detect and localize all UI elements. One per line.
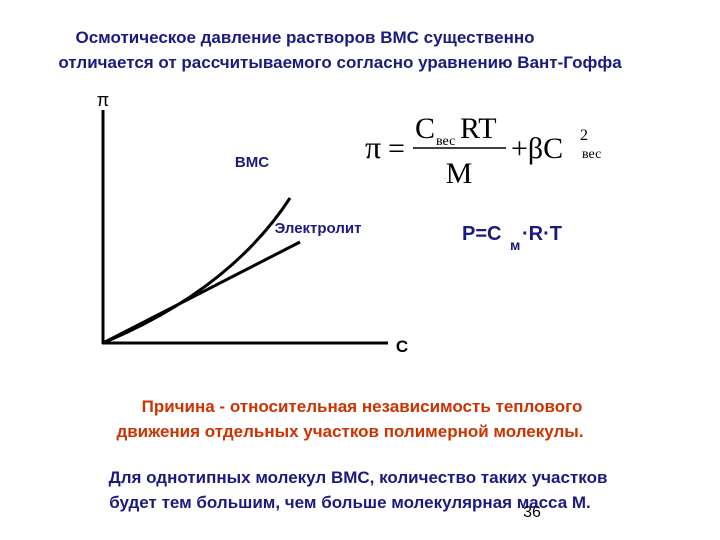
note-line: будет тем большим, чем больше молекулярн… [109, 493, 591, 512]
formula-part: 2 [580, 127, 588, 144]
curve-label: ВМС [235, 154, 269, 171]
y-axis-label: π [97, 90, 109, 110]
curve-label: Электролит [275, 220, 362, 237]
curve-vms [102, 197, 292, 345]
page-number: 36 [523, 504, 541, 521]
x-axis-label: C [396, 337, 408, 356]
formula-part: вес [582, 147, 601, 162]
formula: π = C вес RT M +βC 2 вес [365, 112, 601, 190]
formula-part: RT [460, 112, 497, 145]
formula-part: +βC [511, 132, 563, 165]
formula-part: вес [436, 134, 455, 149]
title-line: Осмотическое давление растворов ВМС суще… [75, 28, 534, 47]
formula-part: P=C [462, 223, 501, 245]
note-line: Для однотипных молекул ВМС, количество т… [109, 468, 608, 487]
reason-line: Причина - относительная независимость те… [142, 397, 583, 416]
line-electrolyte [102, 240, 301, 345]
formula-part: ·R·T [522, 223, 562, 245]
graph: π C ВМС Электролит [97, 90, 408, 356]
formula-part: = [388, 132, 405, 165]
title-line: отличается от рассчитываемого согласно у… [58, 53, 622, 72]
formula-part: M [446, 157, 473, 190]
reason-line: движения отдельных участков полимерной м… [116, 422, 583, 441]
formula-part: C [415, 112, 435, 145]
formula-part: π [365, 129, 381, 165]
formula-2: P=C м ·R·T [462, 223, 562, 253]
formula-part: м [510, 237, 520, 253]
